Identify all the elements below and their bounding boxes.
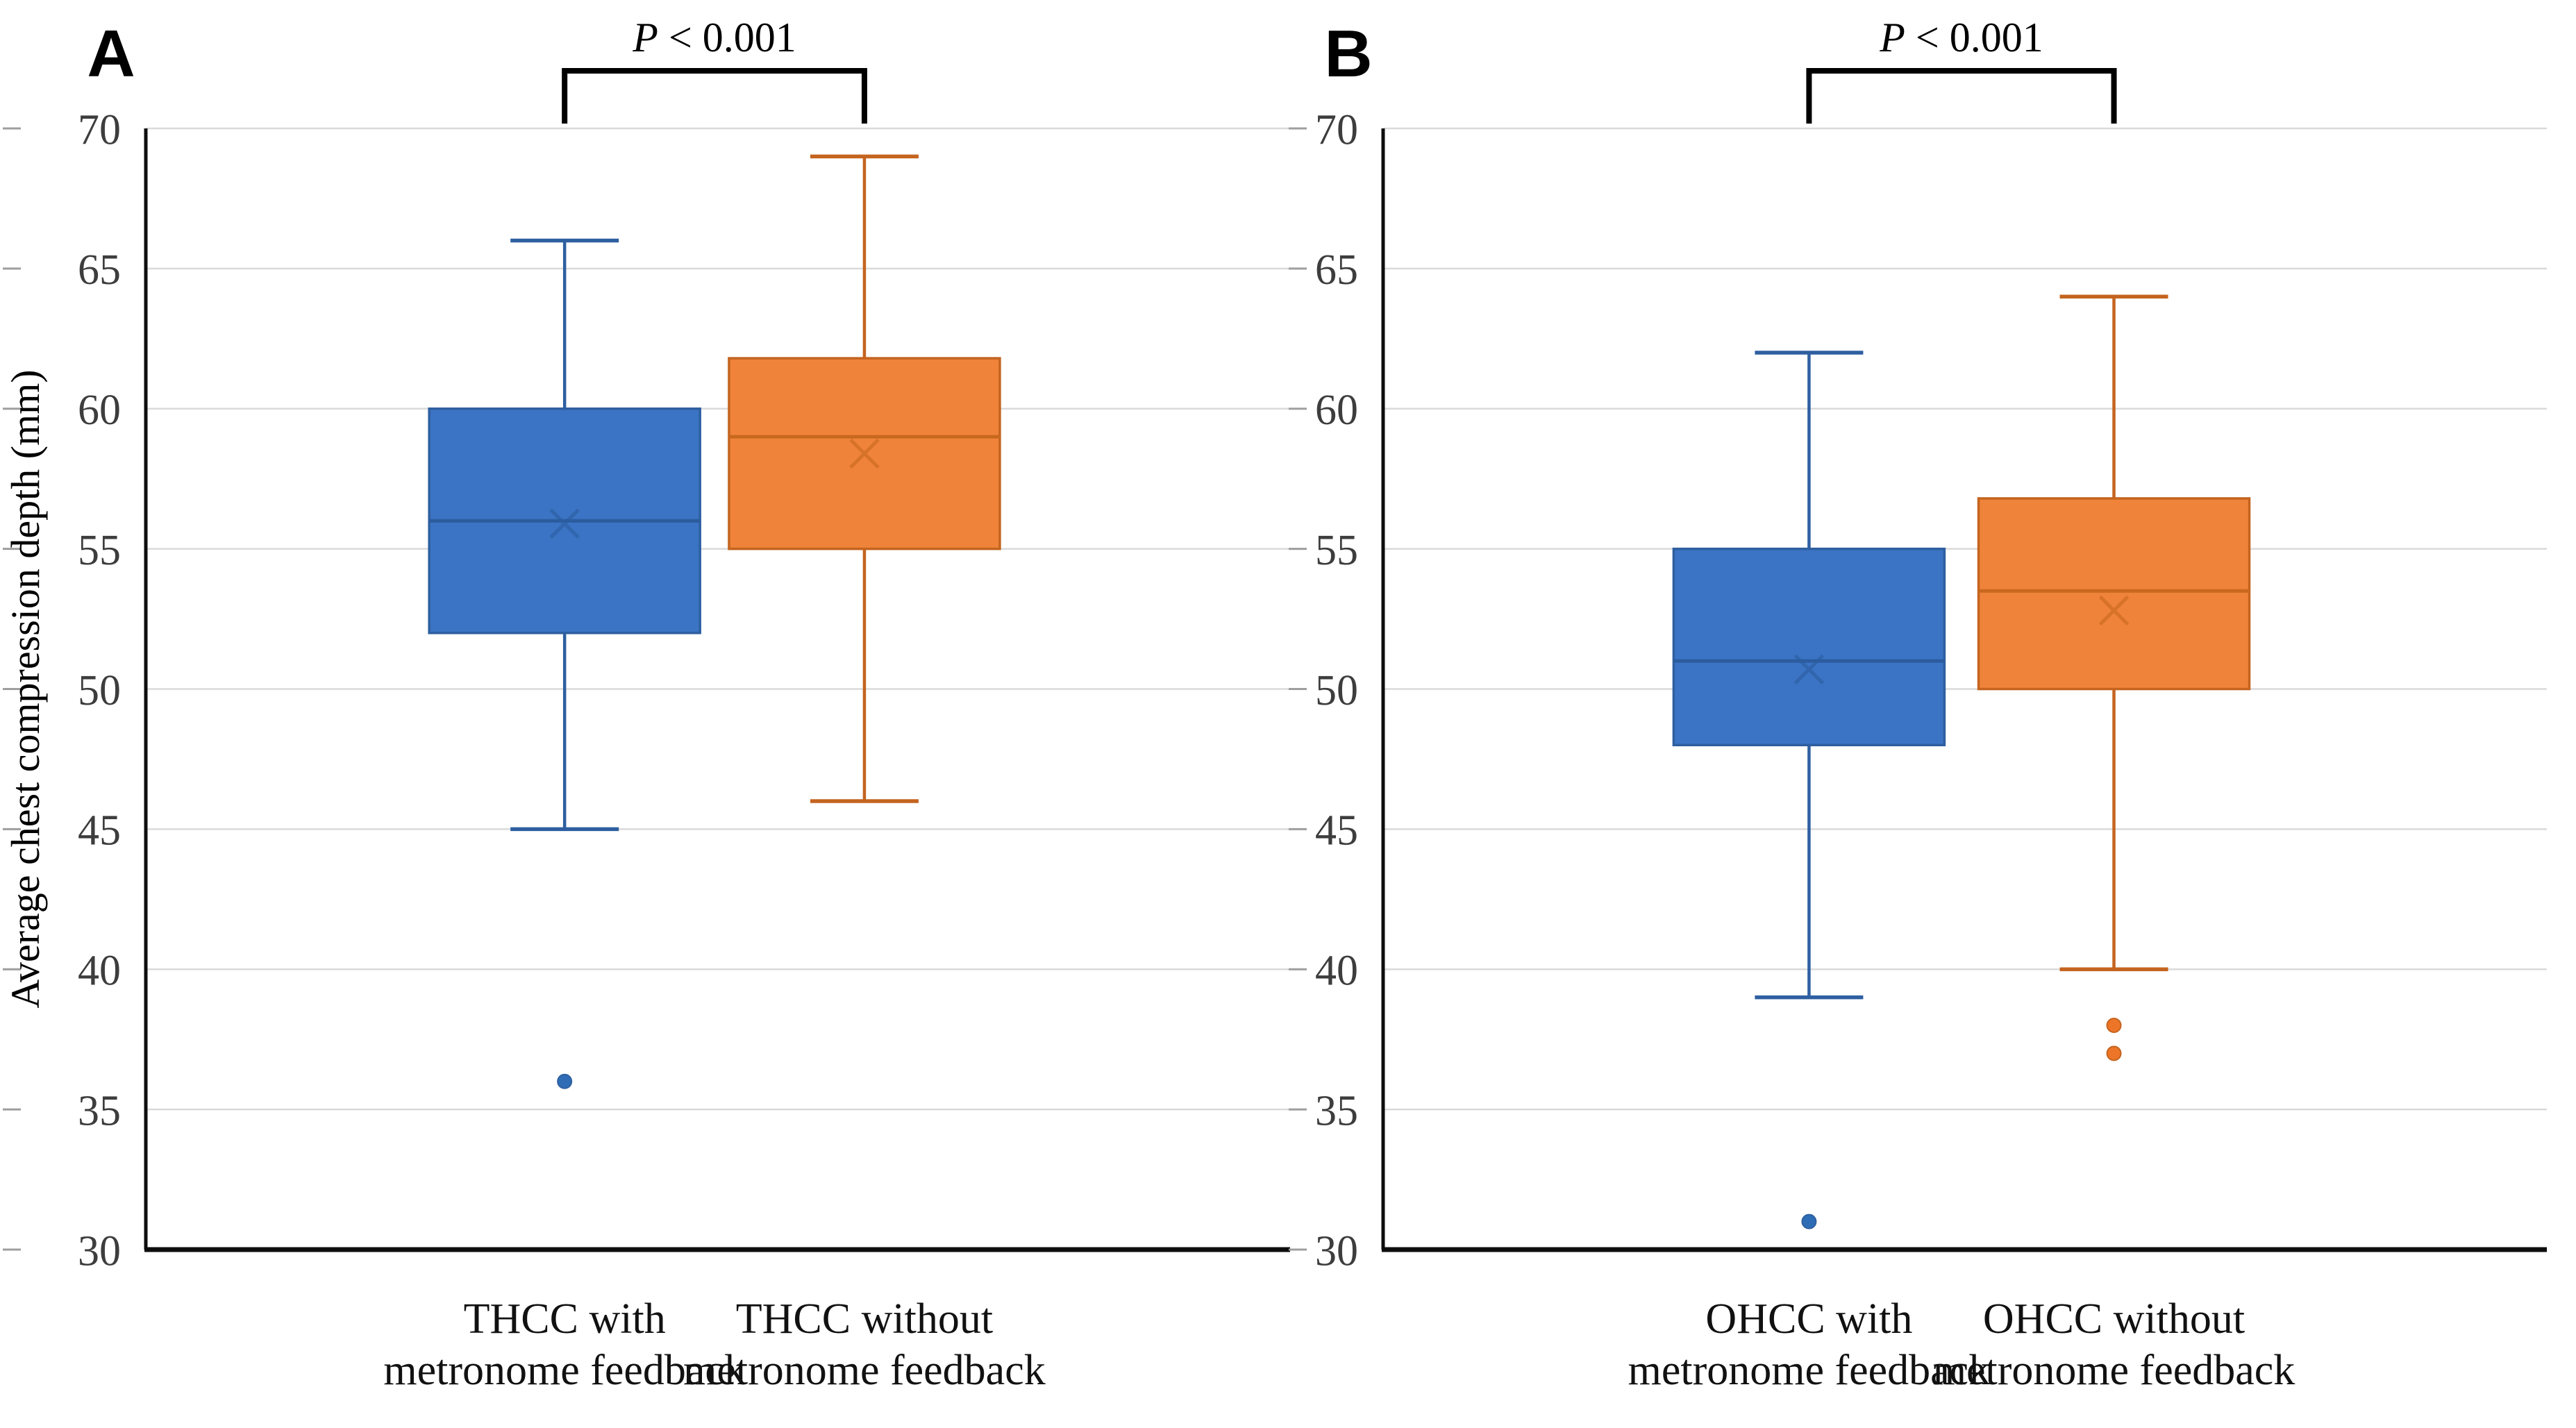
y-tick-label-50: 50 xyxy=(1315,667,1358,714)
y-tick-label-45: 45 xyxy=(78,807,121,855)
category-label-line1-thcc-without-metronome-feedback: THCC without xyxy=(736,1295,993,1343)
p-value-label: P < 0.001 xyxy=(632,15,796,60)
outlier-ohcc-without-metronome-feedback-37 xyxy=(2106,1045,2122,1061)
mean-marker-thcc-without-metronome-feedback xyxy=(849,438,880,469)
y-tick-label-45: 45 xyxy=(1315,807,1358,855)
y-tick-label-65: 65 xyxy=(78,246,121,294)
outlier-ohcc-with-metronome-feedback-31 xyxy=(1801,1213,1817,1229)
y-tick-label-40: 40 xyxy=(1315,948,1358,995)
category-label-line2-ohcc-without-metronome-feedback: metronome feedback xyxy=(1933,1347,2295,1394)
category-label-line2-thcc-without-metronome-feedback: metronome feedback xyxy=(683,1347,1046,1394)
mean-marker-stroke xyxy=(2098,595,2130,626)
category-label-line1-ohcc-without-metronome-feedback: OHCC without xyxy=(1983,1295,2245,1343)
panel-label-a: A xyxy=(87,17,135,91)
category-label-line2-thcc-with-metronome-feedback: metronome feedback xyxy=(383,1347,746,1394)
mean-marker-stroke xyxy=(1793,654,1825,685)
y-tick-label-35: 35 xyxy=(1315,1087,1358,1134)
significance-bracket xyxy=(1806,68,2117,124)
y-tick-label-60: 60 xyxy=(1315,387,1358,434)
mean-marker-ohcc-with-metronome-feedback xyxy=(1793,654,1825,685)
mean-marker-thcc-with-metronome-feedback xyxy=(549,508,580,539)
y-tick-label-65: 65 xyxy=(1315,246,1358,294)
mean-marker-stroke xyxy=(549,508,580,539)
box-ohcc-with-metronome-feedback xyxy=(1672,547,1946,746)
category-label-line1-ohcc-with-metronome-feedback: OHCC with xyxy=(1705,1295,1912,1343)
category-label-line1-thcc-with-metronome-feedback: THCC with xyxy=(464,1295,666,1343)
y-tick-label-30: 30 xyxy=(78,1227,121,1275)
category-label-line2-ohcc-with-metronome-feedback: metronome feedback xyxy=(1628,1347,1991,1394)
y-tick-label-30: 30 xyxy=(1315,1227,1358,1275)
panel-label-b: B xyxy=(1324,17,1372,91)
panel-a: 30 35 40 45 50 55 60 65 70 A Average chest compres… xyxy=(3,15,1290,1394)
outlier-thcc-with-metronome-feedback-36 xyxy=(557,1073,573,1089)
p-value-label: P < 0.001 xyxy=(1879,15,2043,60)
y-tick-label-70: 70 xyxy=(78,106,121,153)
y-tick-label-60: 60 xyxy=(78,387,121,434)
y-tick-label-55: 55 xyxy=(78,527,121,574)
y-axis-title: Average chest compression depth (mm) xyxy=(3,369,48,1008)
y-tick-label-55: 55 xyxy=(1315,527,1358,574)
y-tick-label-70: 70 xyxy=(1315,106,1358,153)
significance-bracket xyxy=(562,68,867,124)
y-tick-label-40: 40 xyxy=(78,948,121,995)
y-tick-label-35: 35 xyxy=(78,1087,121,1134)
y-tick-label-50: 50 xyxy=(78,667,121,714)
mean-marker-stroke xyxy=(849,438,880,469)
outlier-ohcc-without-metronome-feedback-38 xyxy=(2106,1018,2122,1033)
mean-marker-ohcc-without-metronome-feedback xyxy=(2098,595,2130,626)
box-ohcc-without-metronome-feedback xyxy=(1977,497,2251,691)
